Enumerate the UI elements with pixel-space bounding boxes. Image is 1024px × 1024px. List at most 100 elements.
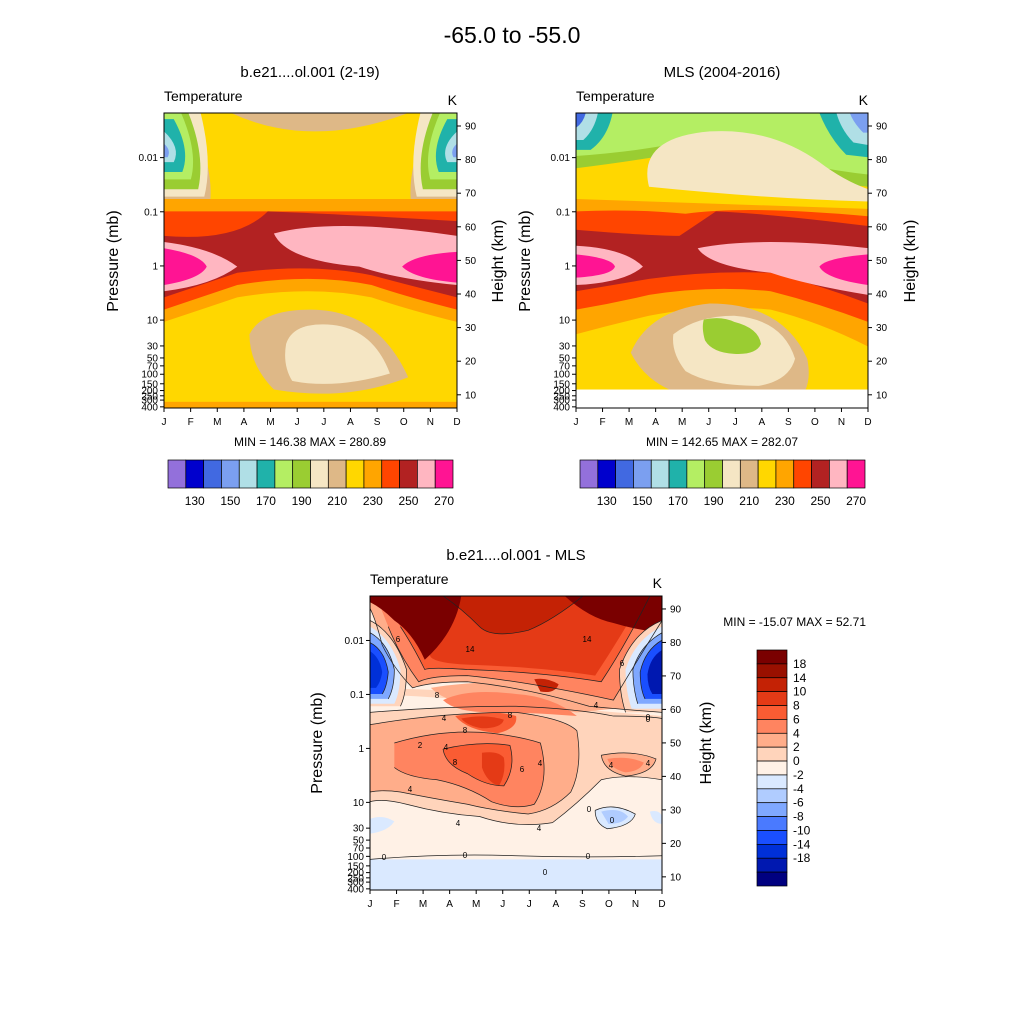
- y-tick-label: 30: [559, 341, 571, 352]
- contour-line: [370, 608, 662, 713]
- fill-band: [231, 113, 409, 132]
- colorbar-label: 190: [704, 494, 724, 508]
- colorbar-swatch: [756, 871, 788, 887]
- fill-band: [164, 401, 457, 408]
- colorbar-swatch: [417, 459, 436, 489]
- x-tick-label: D: [453, 417, 460, 428]
- x-tick-label: J: [295, 417, 300, 428]
- variable-label: Temperature: [576, 88, 655, 104]
- colorbar-swatch: [756, 732, 788, 748]
- panel-title: b.e21....ol.001 - MLS: [446, 547, 585, 564]
- colorbar-label: -4: [793, 782, 804, 796]
- colorbar-swatch: [756, 788, 788, 804]
- x-tick-label: S: [785, 417, 792, 428]
- y-tick-label: 250: [141, 391, 158, 402]
- colorbar-swatch: [292, 459, 311, 489]
- colorbar-label: -10: [793, 823, 811, 837]
- colorbar-swatch: [381, 459, 400, 489]
- colorbar-label: 130: [185, 494, 205, 508]
- contour-label: 4: [408, 785, 413, 794]
- fill-band: [443, 691, 577, 717]
- y-tick-label: 400: [553, 402, 570, 413]
- fill-band: [402, 251, 457, 283]
- y-tick-label: 150: [553, 379, 570, 390]
- colorbar-swatch: [650, 459, 670, 489]
- x-tick-label: J: [706, 417, 711, 428]
- colorbar-label: 18: [793, 657, 807, 671]
- colorbar-swatch: [434, 459, 454, 489]
- y-tick-label: 100: [141, 370, 158, 381]
- colorbar-swatch: [756, 663, 788, 679]
- y-tick-label: 250: [347, 873, 364, 884]
- height-tick-label: 10: [876, 390, 888, 401]
- units-label: K: [448, 92, 458, 108]
- colorbar-label: 270: [434, 494, 454, 508]
- fill-band: [564, 596, 662, 633]
- height-tick-label: 10: [670, 872, 682, 883]
- contour-label: 8: [435, 691, 440, 700]
- colorbar-label: -18: [793, 851, 811, 865]
- y-tick-label: 150: [347, 861, 364, 872]
- contour-label: 4: [456, 819, 461, 828]
- contour-label: 0: [586, 852, 591, 861]
- y-axis-label: Pressure (mb): [105, 210, 122, 311]
- fill-band: [534, 678, 559, 693]
- fill-band: [370, 687, 662, 726]
- height-tick-label: 40: [670, 772, 682, 783]
- panel-title: b.e21....ol.001 (2-19): [240, 64, 379, 81]
- contour-label: 0: [646, 715, 651, 724]
- y-tick-label: 400: [141, 402, 158, 413]
- x-tick-label: O: [811, 417, 819, 428]
- y-tick-label: 30: [147, 341, 159, 352]
- x-tick-label: A: [347, 417, 354, 428]
- x-tick-label: N: [632, 899, 639, 910]
- colorbar-label: 210: [739, 494, 759, 508]
- contour-label: 6: [396, 635, 401, 644]
- y-axis-label-right: Height (km): [698, 702, 715, 785]
- contour-line: [600, 752, 657, 777]
- x-tick-label: O: [400, 417, 408, 428]
- contour-label: 14: [466, 645, 475, 654]
- contour-label: 4: [609, 761, 614, 770]
- colorbar-label: 150: [632, 494, 652, 508]
- y-tick-label: 0.1: [350, 690, 364, 701]
- colorbar-swatch: [756, 857, 788, 873]
- y-tick-label: 50: [147, 353, 159, 364]
- fill-band: [647, 649, 662, 695]
- colorbar-swatch: [203, 459, 222, 489]
- x-tick-label: F: [599, 417, 605, 428]
- contour-field: [576, 113, 868, 408]
- height-tick-label: 80: [465, 155, 477, 166]
- colorbar-label: 270: [846, 494, 866, 508]
- y-tick-label: 1: [564, 261, 570, 272]
- colorbar-swatch: [256, 459, 276, 489]
- stats-label: MIN = -15.07 MAX = 52.71: [723, 615, 866, 629]
- contour-label: 0: [543, 868, 548, 877]
- contour-labels: 14 14 6 8 8 8 8 6 4 4 4 4 4 4 4 0 0 0 0 …: [382, 635, 651, 877]
- panel-difference: b.e21....ol.001 - MLS Temperature K: [309, 547, 866, 910]
- colorbar-swatch: [704, 459, 723, 489]
- fill-band: [370, 816, 395, 834]
- x-tick-label: M: [678, 417, 686, 428]
- fill-band: [370, 651, 383, 688]
- colorbar-label: 230: [363, 494, 383, 508]
- colorbar-swatch: [757, 459, 777, 489]
- colorbar-swatch: [756, 677, 788, 692]
- colorbar-label: 190: [292, 494, 312, 508]
- colorbar-label: 170: [256, 494, 276, 508]
- contour-line: [394, 731, 545, 808]
- contour-label: 0: [646, 713, 651, 722]
- panel-title: MLS (2004-2016): [664, 64, 781, 81]
- height-tick-label: 90: [670, 604, 682, 615]
- height-tick-label: 60: [876, 222, 888, 233]
- fill-band: [576, 113, 586, 128]
- fill-band: [697, 242, 868, 295]
- variable-label: Temperature: [164, 88, 243, 104]
- stats-label: MIN = 142.65 MAX = 282.07: [646, 435, 798, 449]
- height-tick-label: 40: [465, 290, 477, 301]
- y-tick-label: 70: [147, 361, 159, 372]
- contour-line: [442, 743, 513, 787]
- colorbar-swatch: [399, 459, 418, 489]
- contour-label: 8: [453, 758, 458, 767]
- contour-line: [632, 632, 662, 704]
